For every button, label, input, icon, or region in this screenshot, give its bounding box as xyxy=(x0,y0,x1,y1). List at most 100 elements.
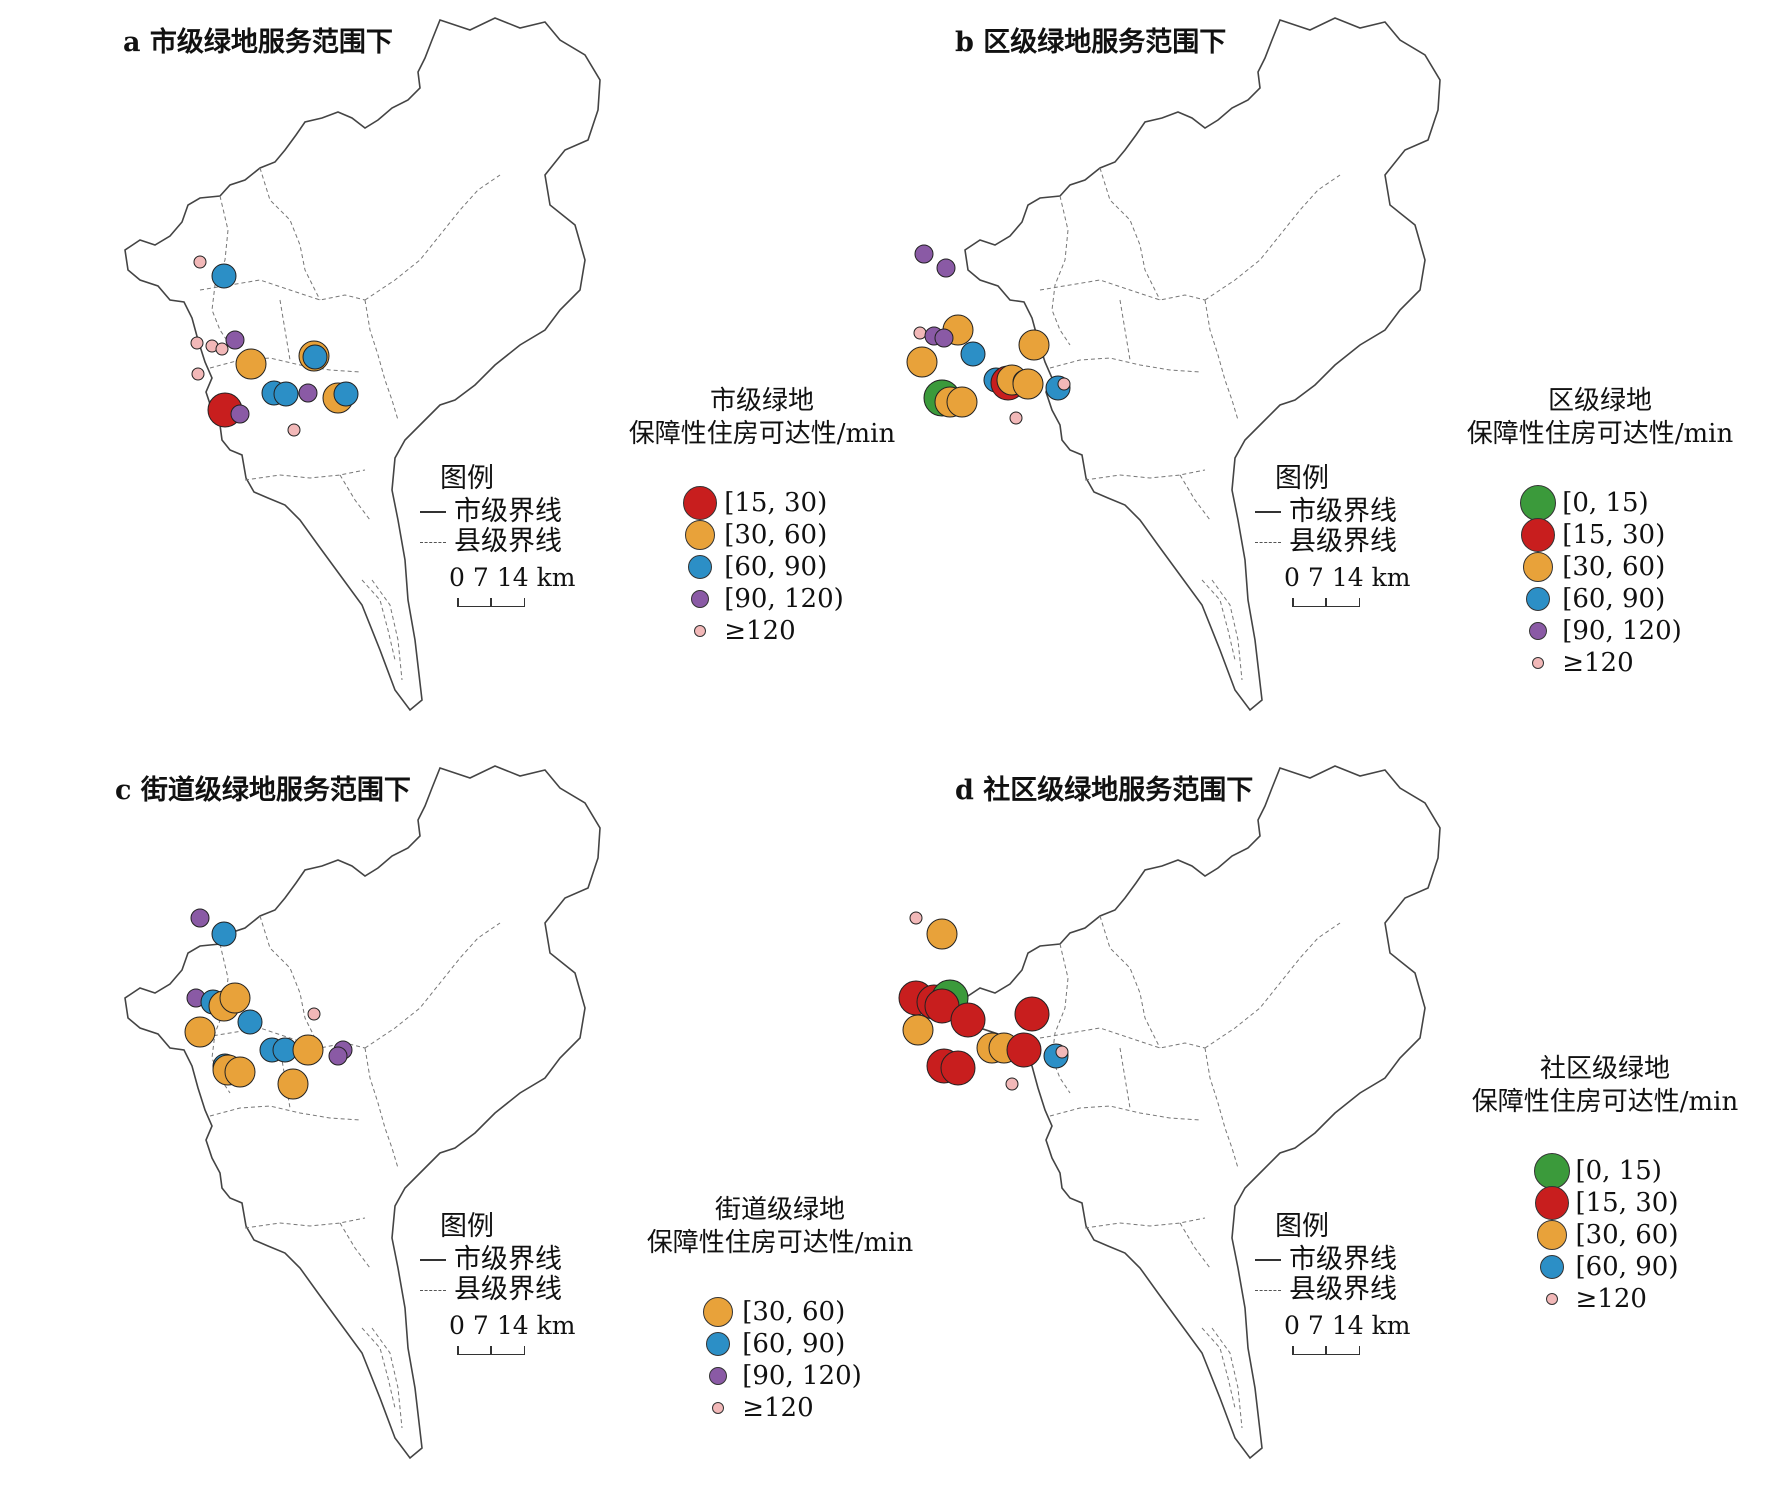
city-boundary-item: 市级界线 xyxy=(420,1245,562,1275)
city-outline xyxy=(964,765,1441,1460)
legend-swatch xyxy=(709,1367,728,1385)
housing-point xyxy=(302,344,328,370)
legend-subtitle: 保障性住房可达性/min xyxy=(1471,1087,1739,1117)
housing-point xyxy=(1009,411,1023,425)
legend-swatch xyxy=(685,520,716,550)
legend-title: 市级绿地 xyxy=(709,386,814,416)
legend-label: [30, 60) xyxy=(724,520,828,550)
legend-item: [90, 120) xyxy=(680,583,844,615)
legend-item: ≥120 xyxy=(698,1392,862,1424)
legend-swatch xyxy=(1523,552,1554,582)
legend-swatch xyxy=(694,625,707,637)
legend-label: [15, 30) xyxy=(1575,1188,1679,1218)
map-svg xyxy=(124,765,601,1460)
county-boundary xyxy=(1211,579,1243,681)
housing-point xyxy=(184,1016,216,1048)
map-panel-d: d 社区级绿地服务范围下 图例 市级界线 县级界线 0 7 14 km 社区级绿地 … xyxy=(840,748,1738,1478)
legend-label: [60, 90) xyxy=(742,1329,846,1359)
legend-title: 社区级绿地 xyxy=(1539,1054,1670,1084)
county-boundary xyxy=(1099,167,1161,301)
boundary-legend: 市级界线 县级界线 xyxy=(420,497,562,557)
county-boundary xyxy=(209,357,361,373)
county-boundary xyxy=(259,167,321,301)
legend-swatch xyxy=(683,486,718,520)
county-boundary xyxy=(1051,943,1071,1094)
city-boundary xyxy=(964,765,1441,1460)
county-boundary xyxy=(1201,579,1236,661)
legend-item: [30, 60) xyxy=(698,1296,862,1328)
legend-item: [30, 60) xyxy=(1532,1219,1678,1251)
legend-item: [15, 30) xyxy=(680,486,844,520)
legend-swatch xyxy=(691,590,710,608)
legend-item: ≥120 xyxy=(1518,647,1682,679)
county-boundary xyxy=(1119,1047,1131,1109)
legend-swatch xyxy=(1545,1293,1558,1305)
housing-point xyxy=(914,244,934,264)
county-boundary xyxy=(1204,299,1239,421)
housing-point xyxy=(292,1034,324,1066)
county-boundary xyxy=(1204,1047,1239,1169)
county-boundary-item: 县级界线 xyxy=(420,527,562,557)
county-boundary xyxy=(361,1327,396,1409)
boundary-legend: 市级界线 县级界线 xyxy=(420,1245,562,1305)
legend-label: [60, 90) xyxy=(724,552,828,582)
county-boundary xyxy=(1039,279,1206,301)
housing-point xyxy=(906,346,938,378)
city-boundary-item: 市级界线 xyxy=(420,497,562,527)
legend-label: ≥120 xyxy=(1562,648,1634,678)
legend-item: ≥120 xyxy=(1532,1283,1679,1315)
map-panel-a: a 市级绿地服务范围下 图例 市级界线 县级界线 0 7 14 km 市级绿地 保障… xyxy=(0,0,895,730)
housing-point xyxy=(909,911,923,925)
legend-item: [60, 90) xyxy=(1518,583,1682,615)
housing-point xyxy=(191,367,205,381)
county-boundary xyxy=(1051,195,1071,346)
legend-label: [0, 15) xyxy=(1575,1156,1662,1186)
map-svg xyxy=(124,17,601,712)
housing-point xyxy=(936,258,956,278)
legend-heading: 图例 xyxy=(1275,463,1329,494)
legend-label: ≥120 xyxy=(724,616,796,646)
county-boundary xyxy=(211,195,231,346)
housing-point xyxy=(235,348,267,380)
county-boundary xyxy=(361,579,396,661)
scale-bar: 0 7 14 km xyxy=(449,1311,575,1355)
scale-bar: 0 7 14 km xyxy=(1284,1311,1410,1355)
county-boundary-item: 县级界线 xyxy=(1255,527,1397,557)
map-svg xyxy=(898,765,1441,1460)
housing-point xyxy=(328,1046,348,1066)
legend-label: [60, 90) xyxy=(1562,584,1666,614)
legend-label: [90, 120) xyxy=(742,1361,862,1391)
county-boundary xyxy=(1179,1222,1211,1269)
map-panel-c: c 街道级绿地服务范围下 图例 市级界线 县级界线 0 7 14 km 街道级绿地 … xyxy=(0,748,913,1478)
panel-title: a 市级绿地服务范围下 xyxy=(123,27,393,58)
county-boundary xyxy=(244,469,366,481)
legend-item: [15, 30) xyxy=(1532,1186,1679,1220)
boundary-legend: 市级界线 县级界线 xyxy=(1255,1245,1397,1305)
legend-subtitle: 保障性住房可达性/min xyxy=(646,1228,914,1258)
panel-title: b 区级绿地服务范围下 xyxy=(955,27,1227,58)
housing-points xyxy=(906,244,1071,425)
county-boundary xyxy=(1084,469,1206,481)
legend-label: [90, 120) xyxy=(1562,616,1682,646)
housing-point xyxy=(902,1014,934,1046)
accessibility-legend: 市级绿地 保障性住房可达性/min [15, 30) [30, 60) [60, 9… xyxy=(612,385,912,647)
boundary-legend: 市级界线 县级界线 xyxy=(1255,497,1397,557)
housing-point xyxy=(224,1056,256,1088)
housing-point xyxy=(1005,1077,1019,1091)
county-boundary xyxy=(1211,1327,1243,1429)
legend-heading: 图例 xyxy=(1275,1211,1329,1242)
city-boundary xyxy=(964,17,1441,712)
legend-swatch xyxy=(712,1402,725,1414)
county-boundary xyxy=(371,579,403,681)
housing-point xyxy=(230,404,250,424)
legend-swatch xyxy=(1539,1255,1564,1279)
county-boundary xyxy=(1049,357,1201,373)
county-boundary xyxy=(209,1105,361,1121)
housing-point xyxy=(1018,329,1050,361)
legend-item: [0, 15) xyxy=(1518,485,1682,521)
legend-item: [30, 60) xyxy=(680,519,844,551)
housing-point xyxy=(960,341,986,367)
housing-point xyxy=(190,908,210,928)
housing-points xyxy=(190,255,359,437)
legend-swatch xyxy=(1536,1220,1567,1250)
